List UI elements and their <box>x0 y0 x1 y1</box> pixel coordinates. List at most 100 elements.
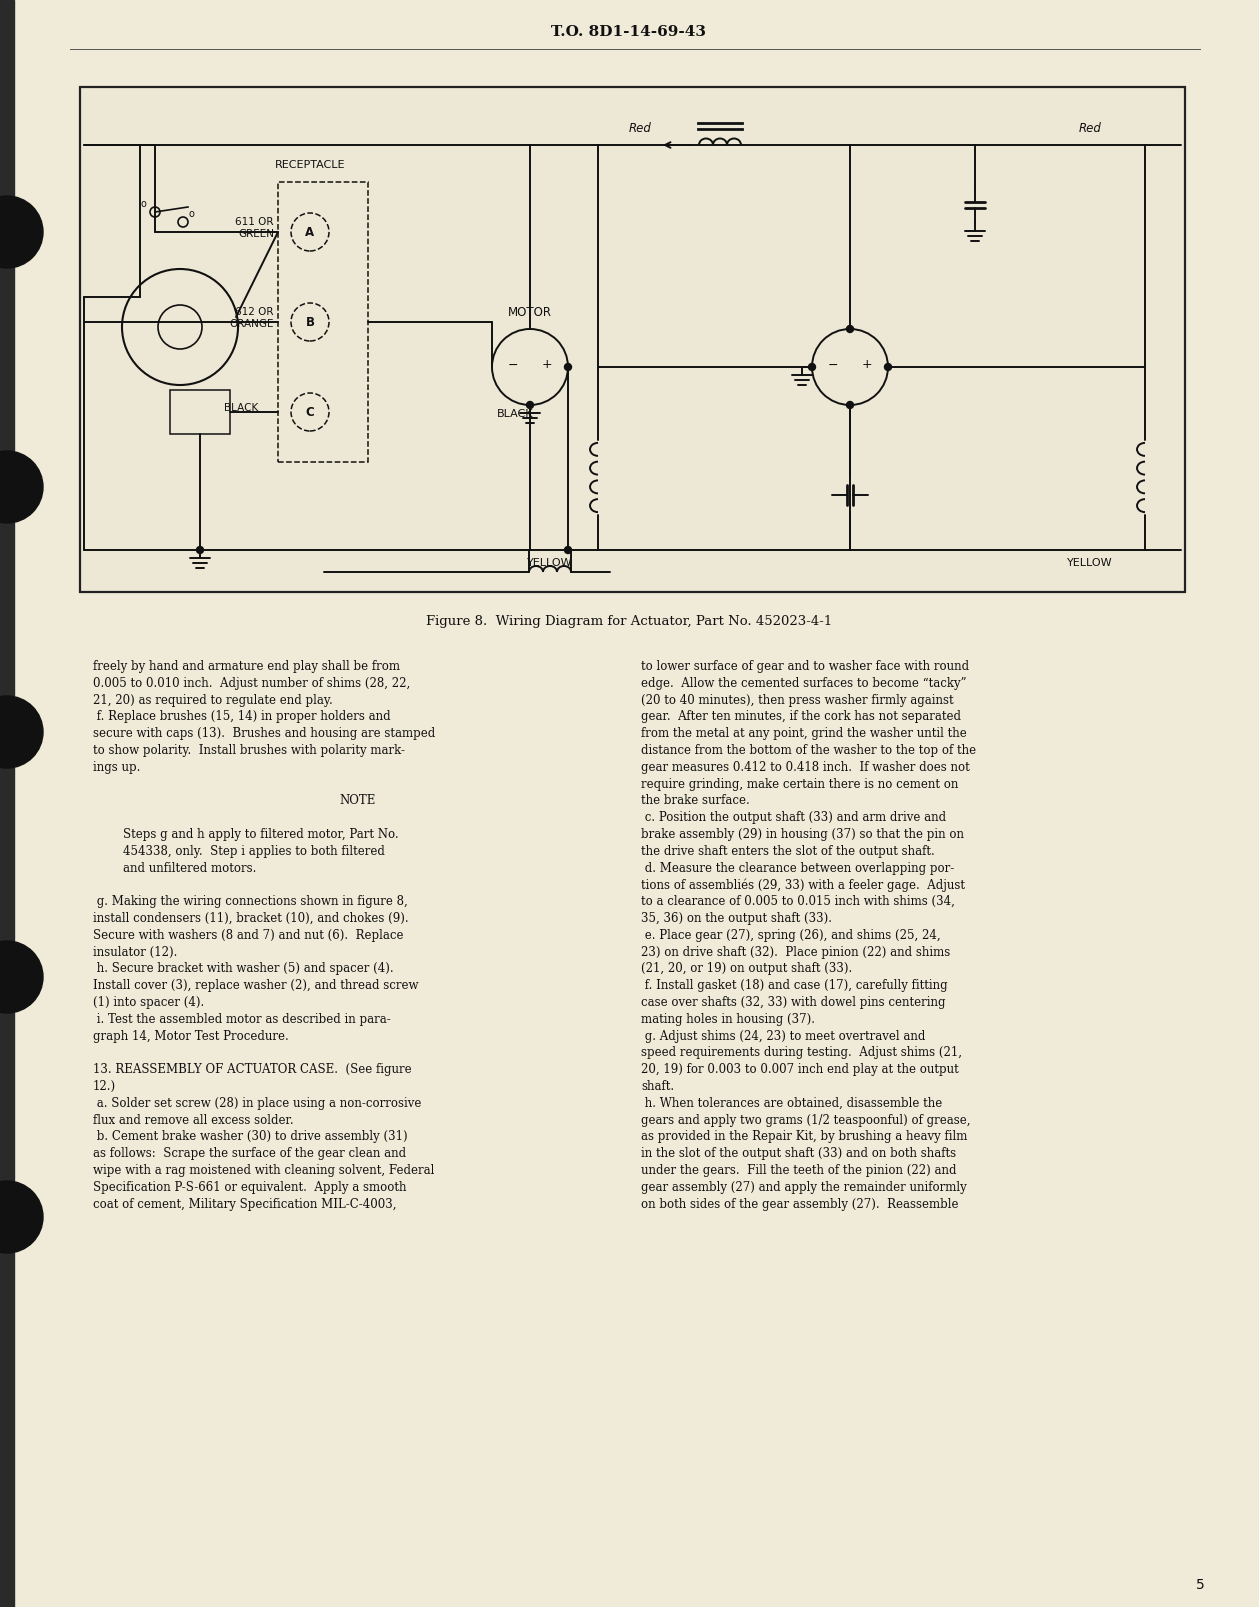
Text: brake assembly (29) in housing (37) so that the pin on: brake assembly (29) in housing (37) so t… <box>641 828 964 840</box>
Text: YELLOW: YELLOW <box>528 558 573 567</box>
Text: b. Cement brake washer (30) to drive assembly (31): b. Cement brake washer (30) to drive ass… <box>93 1130 408 1144</box>
Text: BLACK: BLACK <box>224 403 258 413</box>
Text: Red: Red <box>628 122 651 135</box>
Text: coat of cement, Military Specification MIL-C-4003,: coat of cement, Military Specification M… <box>93 1197 397 1210</box>
Text: 23) on drive shaft (32).  Place pinion (22) and shims: 23) on drive shaft (32). Place pinion (2… <box>641 945 951 959</box>
Text: secure with caps (13).  Brushes and housing are stamped: secure with caps (13). Brushes and housi… <box>93 728 436 741</box>
Text: insulator (12).: insulator (12). <box>93 945 178 959</box>
Circle shape <box>0 942 43 1012</box>
Text: −: − <box>507 358 519 371</box>
Text: 0.005 to 0.010 inch.  Adjust number of shims (28, 22,: 0.005 to 0.010 inch. Adjust number of sh… <box>93 677 410 689</box>
Circle shape <box>196 546 204 553</box>
Circle shape <box>564 363 572 371</box>
Text: the drive shaft enters the slot of the output shaft.: the drive shaft enters the slot of the o… <box>641 845 934 858</box>
Text: +: + <box>541 358 553 371</box>
Text: 21, 20) as required to regulate end play.: 21, 20) as required to regulate end play… <box>93 694 332 707</box>
Text: Secure with washers (8 and 7) and nut (6).  Replace: Secure with washers (8 and 7) and nut (6… <box>93 929 403 942</box>
Circle shape <box>0 696 43 768</box>
Text: as follows:  Scrape the surface of the gear clean and: as follows: Scrape the surface of the ge… <box>93 1147 407 1160</box>
Text: 5: 5 <box>1196 1578 1205 1593</box>
Text: c. Position the output shaft (33) and arm drive and: c. Position the output shaft (33) and ar… <box>641 812 946 824</box>
Text: i. Test the assembled motor as described in para-: i. Test the assembled motor as described… <box>93 1012 390 1025</box>
Text: 611 OR
GREEN: 611 OR GREEN <box>235 217 274 239</box>
Text: under the gears.  Fill the teeth of the pinion (22) and: under the gears. Fill the teeth of the p… <box>641 1163 957 1176</box>
Text: e. Place gear (27), spring (26), and shims (25, 24,: e. Place gear (27), spring (26), and shi… <box>641 929 940 942</box>
Text: −: − <box>827 358 838 371</box>
Circle shape <box>846 326 854 333</box>
Text: f. Replace brushes (15, 14) in proper holders and: f. Replace brushes (15, 14) in proper ho… <box>93 710 390 723</box>
Text: gear.  After ten minutes, if the cork has not separated: gear. After ten minutes, if the cork has… <box>641 710 961 723</box>
Text: o: o <box>188 209 194 219</box>
Text: on both sides of the gear assembly (27).  Reassemble: on both sides of the gear assembly (27).… <box>641 1197 958 1210</box>
Text: Figure 8.  Wiring Diagram for Actuator, Part No. 452023-4-1: Figure 8. Wiring Diagram for Actuator, P… <box>426 615 832 628</box>
Circle shape <box>0 196 43 268</box>
Text: a. Solder set screw (28) in place using a non-corrosive: a. Solder set screw (28) in place using … <box>93 1098 422 1110</box>
Circle shape <box>564 546 572 553</box>
Text: +: + <box>862 358 872 371</box>
Text: ings up.: ings up. <box>93 760 140 775</box>
Circle shape <box>885 363 891 371</box>
Text: o: o <box>140 199 146 209</box>
Text: NOTE: NOTE <box>340 794 376 807</box>
Text: tions of assembliés (29, 33) with a feeler gage.  Adjust: tions of assembliés (29, 33) with a feel… <box>641 879 964 892</box>
Text: require grinding, make certain there is no cement on: require grinding, make certain there is … <box>641 778 958 791</box>
Text: (21, 20, or 19) on output shaft (33).: (21, 20, or 19) on output shaft (33). <box>641 963 852 975</box>
Text: B: B <box>306 315 315 328</box>
Text: the brake surface.: the brake surface. <box>641 794 750 807</box>
Text: g. Adjust shims (24, 23) to meet overtravel and: g. Adjust shims (24, 23) to meet overtra… <box>641 1030 925 1043</box>
Circle shape <box>846 402 854 408</box>
Text: to lower surface of gear and to washer face with round: to lower surface of gear and to washer f… <box>641 660 969 673</box>
Text: Red: Red <box>1079 122 1102 135</box>
Text: T.O. 8D1-14-69-43: T.O. 8D1-14-69-43 <box>551 26 706 39</box>
Bar <box>278 182 368 461</box>
Text: (20 to 40 minutes), then press washer firmly against: (20 to 40 minutes), then press washer fi… <box>641 694 953 707</box>
Text: freely by hand and armature end play shall be from: freely by hand and armature end play sha… <box>93 660 400 673</box>
Text: BLACK: BLACK <box>497 410 534 419</box>
Text: YELLOW: YELLOW <box>1068 558 1113 567</box>
Text: 612 OR
ORANGE: 612 OR ORANGE <box>229 307 274 329</box>
Text: 35, 36) on the output shaft (33).: 35, 36) on the output shaft (33). <box>641 913 832 926</box>
Text: MOTOR: MOTOR <box>507 305 551 320</box>
Text: g. Making the wiring connections shown in figure 8,: g. Making the wiring connections shown i… <box>93 895 408 908</box>
Circle shape <box>0 1181 43 1253</box>
Text: as provided in the Repair Kit, by brushing a heavy film: as provided in the Repair Kit, by brushi… <box>641 1130 967 1144</box>
Text: gears and apply two grams (1/2 teaspoonful) of grease,: gears and apply two grams (1/2 teaspoonf… <box>641 1114 971 1127</box>
Text: install condensers (11), bracket (10), and chokes (9).: install condensers (11), bracket (10), a… <box>93 913 409 926</box>
Text: 20, 19) for 0.003 to 0.007 inch end play at the output: 20, 19) for 0.003 to 0.007 inch end play… <box>641 1064 959 1077</box>
Text: flux and remove all excess solder.: flux and remove all excess solder. <box>93 1114 293 1127</box>
Text: case over shafts (32, 33) with dowel pins centering: case over shafts (32, 33) with dowel pin… <box>641 996 946 1009</box>
Text: Install cover (3), replace washer (2), and thread screw: Install cover (3), replace washer (2), a… <box>93 979 418 992</box>
Bar <box>170 391 230 434</box>
Text: distance from the bottom of the washer to the top of the: distance from the bottom of the washer t… <box>641 744 976 757</box>
Text: gear measures 0.412 to 0.418 inch.  If washer does not: gear measures 0.412 to 0.418 inch. If wa… <box>641 760 969 775</box>
Text: C: C <box>306 405 315 418</box>
Text: to a clearance of 0.005 to 0.015 inch with shims (34,: to a clearance of 0.005 to 0.015 inch wi… <box>641 895 954 908</box>
Text: graph 14, Motor Test Procedure.: graph 14, Motor Test Procedure. <box>93 1030 288 1043</box>
Text: speed requirements during testing.  Adjust shims (21,: speed requirements during testing. Adjus… <box>641 1046 962 1059</box>
Text: h. When tolerances are obtained, disassemble the: h. When tolerances are obtained, disasse… <box>641 1098 942 1110</box>
Text: wipe with a rag moistened with cleaning solvent, Federal: wipe with a rag moistened with cleaning … <box>93 1163 434 1176</box>
Text: 454338, only.  Step i applies to both filtered: 454338, only. Step i applies to both fil… <box>123 845 385 858</box>
Text: shaft.: shaft. <box>641 1080 674 1093</box>
Text: edge.  Allow the cemented surfaces to become “tacky”: edge. Allow the cemented surfaces to bec… <box>641 677 967 689</box>
Text: RECEPTACLE: RECEPTACLE <box>274 161 345 170</box>
Text: 12.): 12.) <box>93 1080 116 1093</box>
Circle shape <box>808 363 816 371</box>
Text: h. Secure bracket with washer (5) and spacer (4).: h. Secure bracket with washer (5) and sp… <box>93 963 394 975</box>
Text: f. Install gasket (18) and case (17), carefully fitting: f. Install gasket (18) and case (17), ca… <box>641 979 948 992</box>
Text: from the metal at any point, grind the washer until the: from the metal at any point, grind the w… <box>641 728 967 741</box>
Text: Steps g and h apply to filtered motor, Part No.: Steps g and h apply to filtered motor, P… <box>123 828 399 840</box>
Text: (1) into spacer (4).: (1) into spacer (4). <box>93 996 204 1009</box>
Text: gear assembly (27) and apply the remainder uniformly: gear assembly (27) and apply the remaind… <box>641 1181 967 1194</box>
Text: in the slot of the output shaft (33) and on both shafts: in the slot of the output shaft (33) and… <box>641 1147 956 1160</box>
Circle shape <box>0 452 43 522</box>
Text: A: A <box>306 225 315 238</box>
Circle shape <box>526 402 534 408</box>
Bar <box>81 87 1185 591</box>
Text: to show polarity.  Install brushes with polarity mark-: to show polarity. Install brushes with p… <box>93 744 405 757</box>
Bar <box>0 0 14 1607</box>
Text: d. Measure the clearance between overlapping por-: d. Measure the clearance between overlap… <box>641 861 954 874</box>
Text: 13. REASSEMBLY OF ACTUATOR CASE.  (See figure: 13. REASSEMBLY OF ACTUATOR CASE. (See fi… <box>93 1064 412 1077</box>
Text: mating holes in housing (37).: mating holes in housing (37). <box>641 1012 815 1025</box>
Text: and unfiltered motors.: and unfiltered motors. <box>123 861 257 874</box>
